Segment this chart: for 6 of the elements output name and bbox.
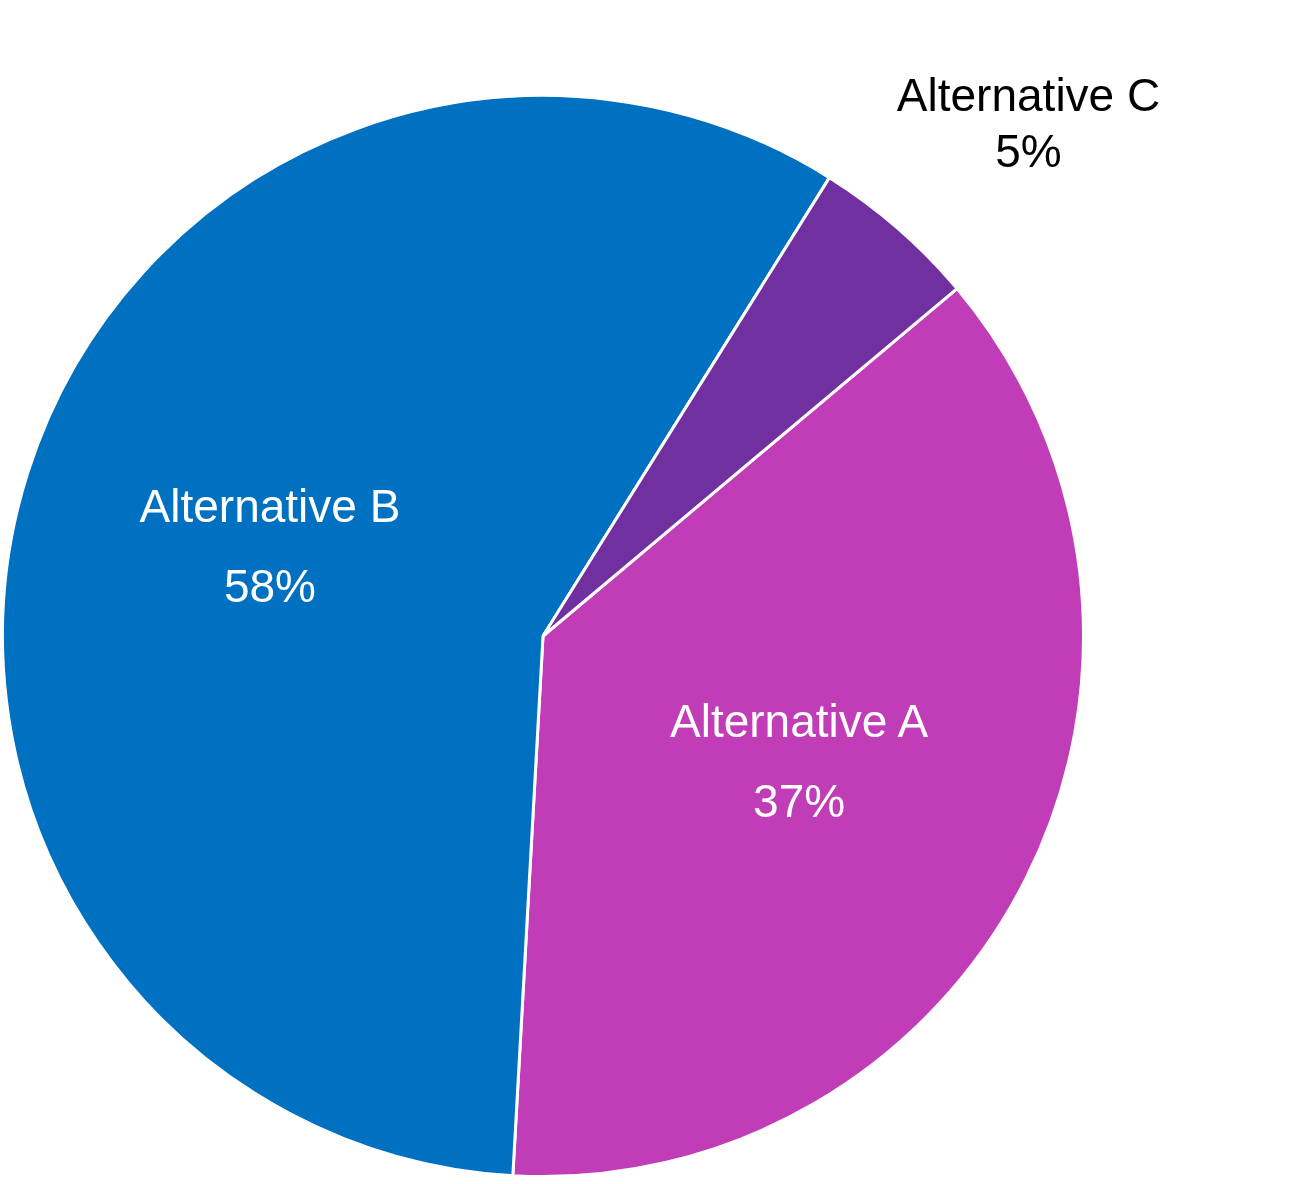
data-label: 5%	[995, 125, 1062, 178]
data-label: 37%	[753, 774, 846, 827]
slice-label: Alternative C	[896, 69, 1161, 122]
slice-label: Alternative B	[139, 480, 401, 533]
slice-label: Alternative A	[670, 694, 929, 747]
data-label: 58%	[223, 560, 316, 613]
